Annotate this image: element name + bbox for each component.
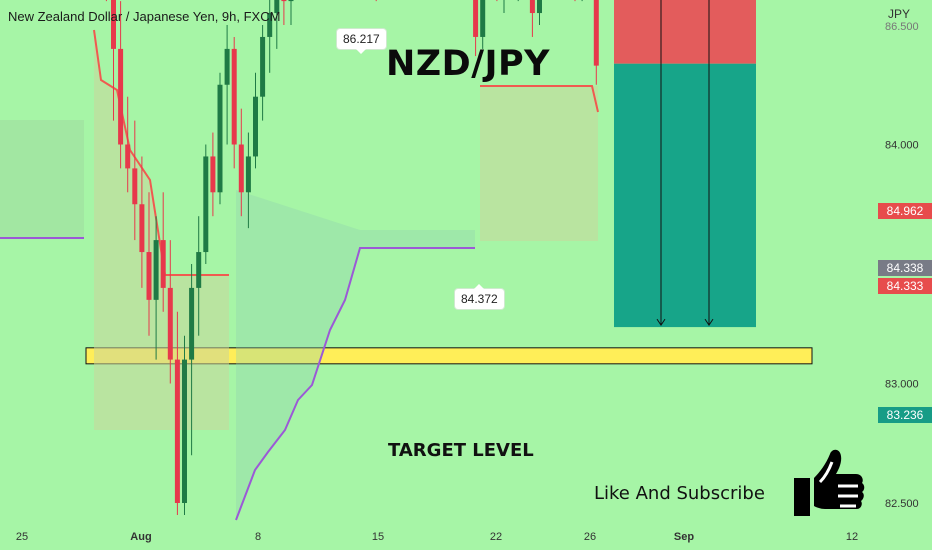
axis-unit: JPY bbox=[888, 7, 911, 21]
y-tick-label-clipped: 86.500 bbox=[885, 21, 919, 33]
arrow-head-down bbox=[704, 318, 714, 326]
candle-body bbox=[139, 204, 145, 253]
y-tick-label: 84.000 bbox=[885, 140, 919, 152]
y-tick-label: 83.000 bbox=[885, 379, 919, 391]
x-tick-label: 15 bbox=[372, 531, 384, 543]
candle-body bbox=[281, 0, 287, 2]
arrow-head-down bbox=[656, 318, 666, 326]
like-subscribe-text: Like And Subscribe bbox=[594, 483, 765, 504]
badge-entry: 84.338 bbox=[878, 260, 932, 276]
badge-stop: 84.962 bbox=[878, 203, 932, 219]
candle-body bbox=[189, 287, 195, 360]
stop-loss-zone bbox=[614, 0, 756, 64]
trail-shade-rise bbox=[236, 190, 475, 520]
candle-body bbox=[160, 240, 166, 288]
x-tick-label: 22 bbox=[490, 531, 502, 543]
candle-body bbox=[203, 156, 209, 253]
candle-body bbox=[260, 36, 266, 97]
candle-body bbox=[118, 48, 124, 145]
x-tick-label: Aug bbox=[130, 531, 151, 543]
candle-body bbox=[529, 0, 535, 14]
candle-body bbox=[238, 144, 244, 193]
candle-body bbox=[267, 13, 273, 37]
candle-body bbox=[210, 156, 216, 193]
stop-shade-upper bbox=[94, 30, 229, 430]
candle-body bbox=[182, 359, 187, 503]
low-callout: 84.372 bbox=[455, 284, 504, 309]
candle-body bbox=[167, 287, 173, 360]
y-tick-label: 82.500 bbox=[885, 498, 919, 510]
candle-body bbox=[480, 0, 486, 37]
target-level-label: TARGET LEVEL bbox=[388, 440, 534, 461]
candle-body bbox=[224, 48, 230, 85]
badge-target: 83.236 bbox=[878, 407, 932, 423]
trail-line-rise bbox=[235, 247, 475, 521]
candle-body bbox=[132, 168, 138, 205]
x-tick-label: 26 bbox=[584, 531, 596, 543]
symbol-header: New Zealand Dollar / Japanese Yen, 9h, F… bbox=[8, 9, 281, 24]
stop-shade-left bbox=[0, 120, 84, 238]
candle-body bbox=[111, 0, 116, 49]
candle-body bbox=[217, 84, 223, 193]
x-tick-label: 8 bbox=[255, 531, 261, 543]
candle-body bbox=[253, 96, 258, 157]
candle-body bbox=[153, 240, 159, 300]
x-tick-label: Sep bbox=[674, 531, 694, 543]
candle-body bbox=[146, 252, 152, 300]
candle-body bbox=[196, 252, 202, 288]
badge-last: 84.333 bbox=[878, 278, 932, 294]
target-level-band bbox=[85, 347, 813, 365]
candle-body bbox=[245, 156, 251, 193]
candle-body bbox=[174, 359, 180, 503]
high-callout: 86.217 bbox=[337, 29, 386, 54]
trail-stop-line-right bbox=[480, 85, 599, 113]
candle-body bbox=[274, 0, 280, 14]
candle-body bbox=[593, 0, 599, 66]
x-tick-label: 12 bbox=[846, 531, 858, 543]
stop-shade-right bbox=[480, 86, 598, 241]
candle-body bbox=[473, 0, 479, 37]
thumbs-up-icon bbox=[794, 449, 865, 516]
x-tick-label: 25 bbox=[16, 531, 28, 543]
candle-body bbox=[537, 0, 542, 14]
candle-body bbox=[125, 144, 131, 169]
candle-body bbox=[231, 48, 237, 145]
candle-body bbox=[288, 0, 294, 2]
chart-title: NZD/JPY bbox=[386, 44, 551, 84]
take-profit-zone bbox=[614, 63, 756, 328]
